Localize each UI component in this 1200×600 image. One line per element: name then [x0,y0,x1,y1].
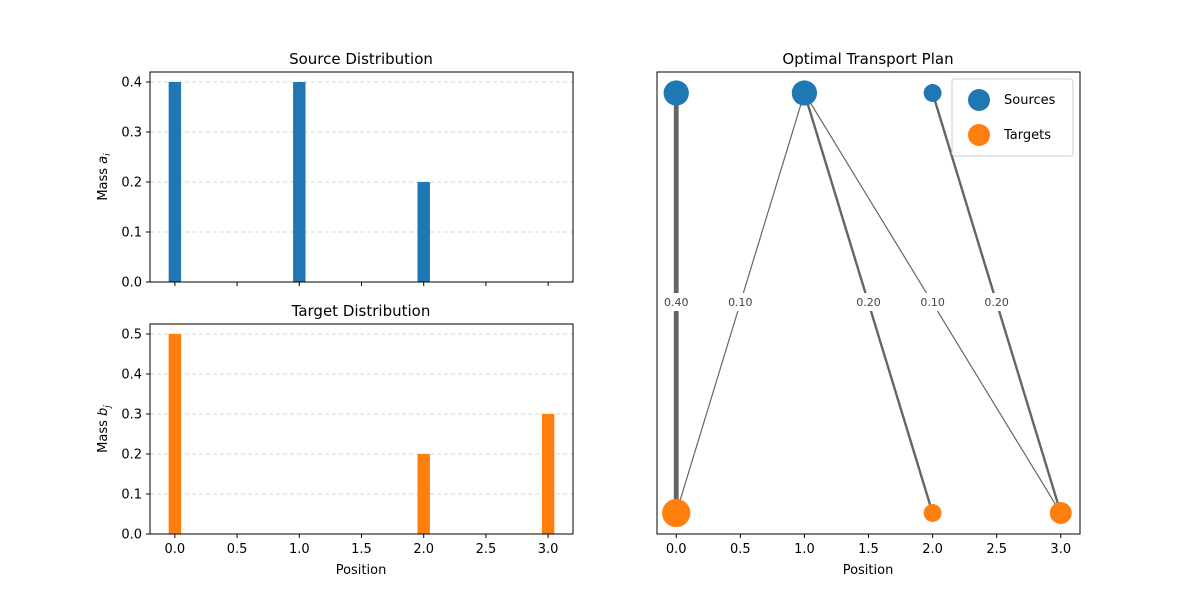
legend-targets-label: Targets [1003,128,1051,143]
transport-title: Optimal Transport Plan [782,50,953,68]
transport-xlabel: Position [843,563,894,578]
transport-legend: Sources Targets [951,78,1074,157]
x-tick-label: 0.5 [730,542,751,557]
source-title: Source Distribution [289,50,433,68]
transport-x-ticks: 0.0 0.5 1.0 1.5 2.0 2.5 3.0 [666,534,1071,557]
y-tick-label: 0.1 [121,488,142,503]
x-tick-label: 2.5 [986,542,1007,557]
y-tick-label: 0.2 [121,448,142,463]
x-tick-label: 1.0 [794,542,815,557]
x-tick-label: 2.0 [922,542,943,557]
source-y-ticks: 0.0 0.1 0.2 0.3 0.4 [121,76,150,291]
flow-label: 0.20 [856,296,881,309]
target-bars [168,334,555,534]
target-ylabel: Mass bj [96,405,113,453]
y-tick-label: 0.0 [121,276,142,291]
bar [541,414,555,534]
bar [417,182,430,282]
flow-label: 0.10 [920,296,945,309]
x-tick-label: 0.0 [666,542,687,557]
bar [168,334,182,534]
flow-label: 0.20 [984,296,1009,309]
transport-plan-panel: 0.40 0.10 0.20 0.10 0.20 0.0 0.5 1.0 1.5 2.0 2.5 3… [656,50,1081,578]
target-point [1049,502,1072,524]
y-tick-label: 0.2 [121,176,142,191]
x-tick-label: 0.0 [165,542,186,557]
legend-box [951,78,1074,157]
flow-label: 0.40 [664,296,689,309]
target-xlabel: Position [336,563,387,578]
bar [168,82,182,282]
x-tick-label: 0.5 [227,542,248,557]
flow-label: 0.10 [728,296,753,309]
source-axes-frame [149,71,574,283]
flow-label-bg [980,293,1013,311]
bar [417,454,430,534]
y-tick-label: 0.3 [121,408,142,423]
target-point [662,498,691,528]
x-tick-label: 2.5 [476,542,497,557]
flow-label-bg [916,293,949,311]
target-title: Target Distribution [291,302,431,320]
x-tick-label: 1.5 [351,542,372,557]
target-x-ticks: 0.0 0.5 1.0 1.5 2.0 2.5 3.0 [165,534,559,557]
flow-label-bg [852,293,885,311]
source-bars [168,82,430,282]
flow-label-bg [660,293,693,311]
legend-targets-marker [968,124,990,146]
x-tick-label: 3.0 [1050,542,1071,557]
flow-label-bg [724,293,757,311]
source-point [923,84,942,102]
target-distribution-panel: 0.0 0.1 0.2 0.3 0.4 0.5 0.0 0.5 1.0 1.5 2.0 2.5 3.0… [96,302,574,578]
y-tick-label: 0.3 [121,126,142,141]
source-x-ticks [174,282,549,286]
source-grid [150,81,573,283]
y-tick-label: 0.1 [121,226,142,241]
transport-points [662,80,1072,528]
x-tick-label: 2.0 [413,542,434,557]
target-grid [150,333,573,535]
legend-sources-marker [968,89,990,111]
target-y-ticks: 0.0 0.1 0.2 0.3 0.4 0.5 [121,328,150,543]
x-tick-label: 3.0 [538,542,559,557]
source-point [663,80,689,106]
y-tick-label: 0.4 [121,76,142,91]
bar [293,82,306,282]
target-point [923,504,942,522]
y-tick-label: 0.4 [121,368,142,383]
target-axes-frame [149,323,574,535]
y-tick-label: 0.5 [121,328,142,343]
x-tick-label: 1.5 [858,542,879,557]
x-tick-label: 1.0 [289,542,310,557]
y-tick-label: 0.0 [121,528,142,543]
transport-flow-labels: 0.40 0.10 0.20 0.10 0.20 [660,293,1013,311]
source-distribution-panel: 0.0 0.1 0.2 0.3 0.4 Source Distribution Mass… [96,50,574,291]
source-point [791,80,818,106]
source-ylabel: Mass ai [96,153,113,201]
legend-sources-label: Sources [1004,93,1056,108]
